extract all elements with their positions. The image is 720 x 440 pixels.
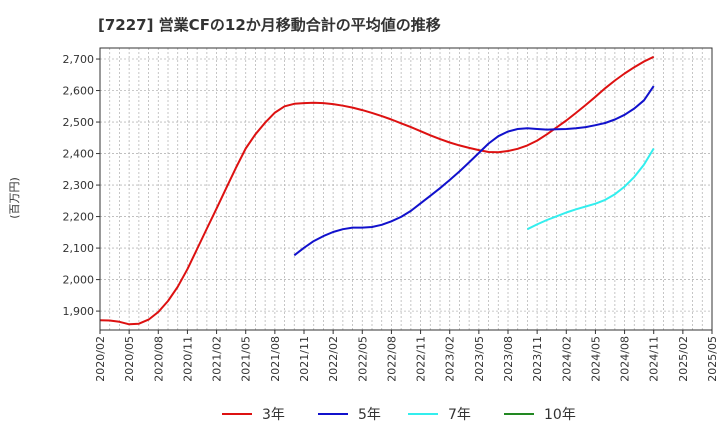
x-tick-label: 2023/02 [444,336,457,382]
x-tick-label: 2021/05 [240,336,253,382]
x-tick-label: 2025/02 [677,336,690,382]
x-tick-labels: 2020/02 2020/05 2020/08 2020/11 2021/02 2021/… [94,330,719,382]
x-tick-label: 2024/08 [619,336,632,382]
series-line-7年 [526,147,655,231]
y-tick-label: 2,600 [63,85,95,98]
y-tick-label: 2,300 [63,179,95,192]
x-tick-label: 2020/05 [123,336,136,382]
y-axis-label: (百万円) [8,177,21,219]
x-tick-label: 2024/02 [560,336,573,382]
x-tick-label: 2024/11 [648,336,661,382]
x-tick-label: 2020/02 [94,336,107,382]
x-tick-label: 2022/08 [385,336,398,382]
legend-label: 5年 [358,407,381,423]
series-line-5年 [293,85,655,257]
x-tick-label: 2020/08 [152,336,165,382]
x-tick-label: 2024/05 [589,336,602,382]
x-tick-label: 2022/05 [356,336,369,382]
x-tick-label: 2022/11 [415,336,428,382]
y-tick-label: 2,500 [63,116,95,129]
axes [99,47,713,331]
chart-title: [7227] 営業CFの12か月移動合計の平均値の推移 [98,16,441,34]
y-tick-labels: 1,900 2,000 2,100 2,200 2,300 2,400 2,500 2,600… [63,53,100,318]
x-tick-label: 2022/02 [327,336,340,382]
x-tick-label: 2021/02 [211,336,224,382]
y-tick-label: 2,700 [63,53,95,66]
legend: 3年 5年 7年 10年 [222,407,576,423]
x-tick-label: 2023/05 [473,336,486,382]
x-tick-label: 2021/11 [298,336,311,382]
plot-frame [99,47,713,331]
x-tick-label: 2021/08 [269,336,282,382]
legend-label: 3年 [262,407,285,423]
y-tick-label: 1,900 [63,305,95,318]
legend-label: 7年 [448,407,471,423]
series-lines [99,55,655,326]
y-tick-label: 2,100 [63,242,95,255]
x-tick-label: 2020/11 [181,336,194,382]
x-tick-label: 2023/08 [502,336,515,382]
series-line-3年 [99,55,655,326]
y-tick-label: 2,200 [63,211,95,224]
y-tick-label: 2,000 [63,274,95,287]
y-tick-label: 2,400 [63,148,95,161]
x-tick-label: 2025/05 [706,336,719,382]
x-tick-label: 2023/11 [531,336,544,382]
legend-label: 10年 [544,407,576,423]
